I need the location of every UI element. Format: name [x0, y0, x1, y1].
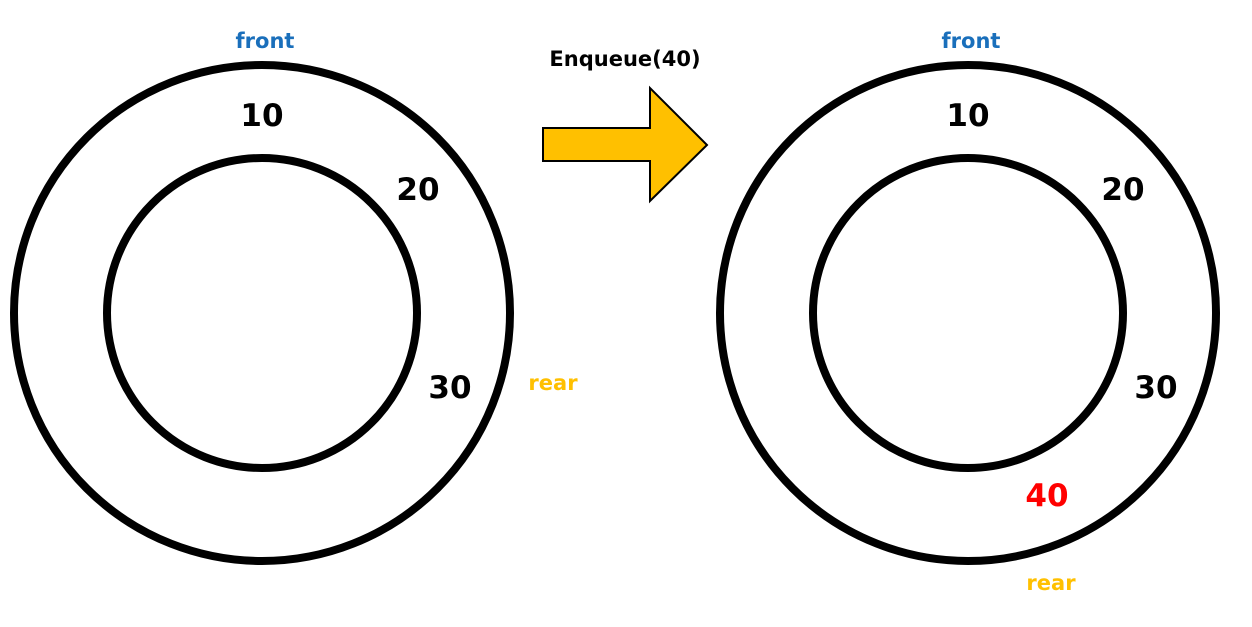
slot-value-after-2: 20	[1101, 172, 1144, 208]
outer-ring-after	[716, 61, 1220, 565]
operation-label: Enqueue(40)	[549, 47, 700, 71]
rear-pointer-after: rear	[1026, 571, 1076, 595]
right-arrow-icon	[542, 85, 709, 204]
slot-value-after-1: 10	[946, 98, 989, 134]
rear-pointer-before: rear	[528, 371, 578, 395]
front-pointer-after: front	[942, 29, 1001, 53]
inner-ring-after	[809, 154, 1127, 472]
operation: Enqueue(40)	[542, 47, 709, 204]
queue-before: front rear 10 20 30	[10, 29, 578, 565]
queue-after: front rear 10 20 30 40	[716, 29, 1220, 595]
inner-ring-before	[103, 154, 421, 472]
slot-value-after-3: 30	[1134, 370, 1177, 406]
outer-ring-before	[10, 61, 514, 565]
slot-value-before-2: 20	[396, 172, 439, 208]
slot-value-before-3: 30	[428, 370, 471, 406]
enqueued-value: 40	[1025, 478, 1068, 514]
slot-value-before-1: 10	[240, 98, 283, 134]
front-pointer-before: front	[236, 29, 295, 53]
